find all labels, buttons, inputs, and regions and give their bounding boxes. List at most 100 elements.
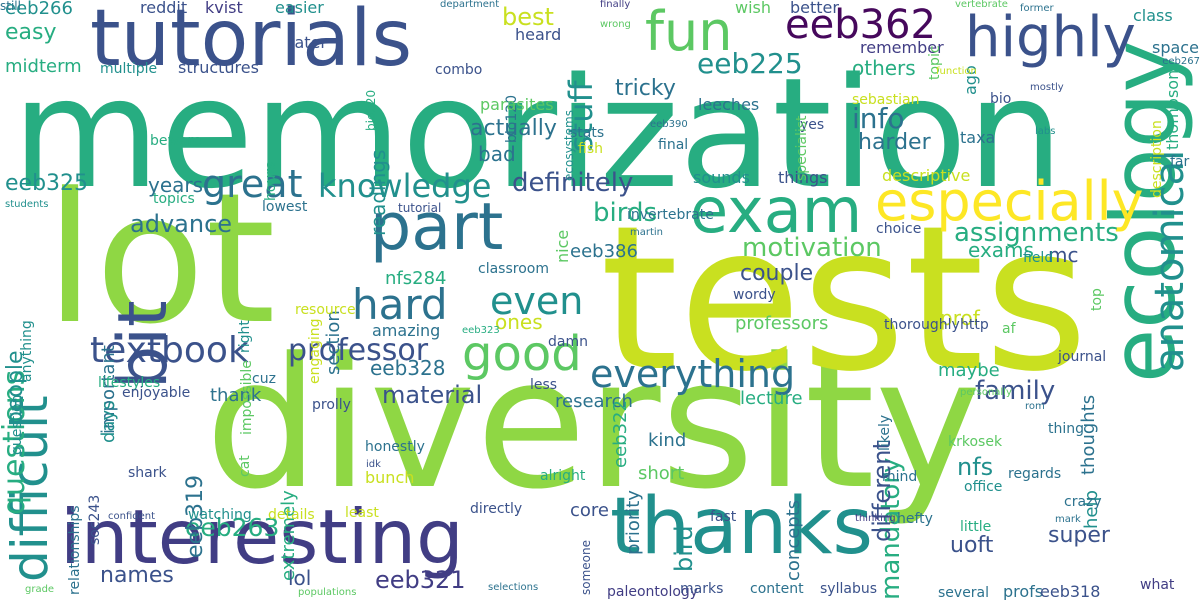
cloud-word: interesting [60, 493, 464, 581]
cloud-word: populations [298, 587, 357, 598]
cloud-word: textbook [90, 330, 249, 371]
cloud-word: highly [965, 5, 1136, 70]
cloud-word: taxa [960, 128, 996, 147]
cloud-word: prof [940, 306, 980, 330]
cloud-word: advance [130, 210, 233, 238]
cloud-word: best [502, 3, 554, 31]
cloud-word: nfs [957, 453, 994, 481]
cloud-word: selections [488, 582, 539, 593]
cloud-word: field [1023, 250, 1054, 266]
cloud-word: eeb225 [697, 47, 803, 80]
cloud-word: sounds [693, 168, 750, 187]
cloud-word: structures [178, 58, 259, 77]
cloud-word: mc [1048, 243, 1079, 267]
cloud-word: thank [210, 385, 262, 406]
cloud-word: thanks [610, 482, 874, 572]
cloud-word: hard [352, 280, 448, 329]
cloud-word: description [1149, 120, 1165, 198]
cloud-word: leeches [698, 95, 760, 114]
cloud-word: question [9, 394, 25, 455]
cloud-word: engaging [307, 318, 323, 385]
cloud-word: marks [680, 581, 724, 597]
cloud-word: details [268, 507, 315, 523]
cloud-word: info [852, 102, 905, 135]
cloud-word: good [462, 326, 582, 382]
cloud-word: relationships [67, 505, 83, 595]
cloud-word: grade [25, 584, 55, 595]
cloud-word: choice [876, 221, 922, 237]
cloud-word: eeb328 [370, 356, 446, 380]
cloud-word: class [1133, 6, 1173, 25]
cloud-word: lol [288, 566, 312, 590]
cloud-word: professor [288, 333, 429, 368]
cloud-word: bio [990, 91, 1012, 107]
cloud-word: beware [150, 133, 202, 149]
cloud-word: wish [735, 0, 772, 17]
cloud-word: soc243 [87, 494, 103, 545]
cloud-word: likely [877, 414, 893, 451]
cloud-word: eeb323 [462, 325, 500, 336]
cloud-word: research [555, 391, 633, 412]
cloud-word: exams [968, 238, 1034, 262]
cloud-word: content [750, 581, 804, 597]
cloud-word: fish [578, 141, 603, 157]
cloud-word: still [0, 0, 21, 13]
cloud-word: labs [1035, 126, 1056, 137]
cloud-word: thing [1048, 421, 1085, 437]
cloud-word: hours [263, 161, 279, 201]
cloud-word: anything [19, 320, 35, 382]
cloud-word: several [938, 585, 990, 600]
cloud-word: names [100, 563, 174, 588]
cloud-word: mind [882, 469, 918, 485]
cloud-word: paleontology [607, 584, 699, 600]
cloud-word: diversity [205, 320, 982, 529]
cloud-word: lowest [262, 199, 308, 215]
cloud-word: topics [153, 191, 195, 207]
cloud-word: bird [670, 525, 698, 572]
cloud-word: family [975, 376, 1056, 406]
cloud-word: different [868, 440, 896, 542]
cloud-word: syllabus [820, 581, 877, 597]
cloud-word: hefty [897, 511, 933, 527]
cloud-word: readings [366, 149, 390, 236]
cloud-word: tricky [615, 76, 676, 101]
cloud-word: short [638, 463, 685, 484]
cloud-word: department [440, 0, 500, 10]
cloud-word: eeb263 [185, 513, 280, 542]
cloud-word: maybe [938, 360, 1000, 381]
cloud-word: right [237, 320, 253, 353]
cloud-word: uoft [950, 533, 994, 558]
cloud-word: wrong [600, 19, 631, 30]
cloud-word: bad [478, 142, 516, 166]
cloud-word: reddit [140, 0, 188, 17]
cloud-word: function [936, 66, 977, 77]
cloud-word: remember [860, 38, 944, 57]
cloud-word: birds [593, 198, 658, 228]
cloud-word: eeb267 [1162, 56, 1200, 67]
cloud-word: material [382, 381, 483, 409]
cloud-word: damn [548, 334, 588, 350]
cloud-word: years [148, 173, 204, 197]
cloud-word: final [658, 137, 689, 153]
cloud-word: eeb325 [5, 171, 89, 196]
cloud-word: knowledge [318, 167, 492, 205]
cloud-word: honestly [365, 439, 425, 455]
cloud-word: martin [630, 227, 664, 238]
cloud-word: eeb362 [785, 2, 936, 48]
cloud-word: someone [579, 540, 593, 595]
cloud-word: shark [128, 465, 167, 481]
cloud-word: finally [600, 0, 631, 10]
cloud-word: harder [858, 130, 931, 155]
cloud-word: krkosek [948, 434, 1003, 450]
cloud-word: least [345, 505, 379, 521]
cloud-word: couple [740, 261, 814, 286]
cloud-word: eeb318 [1040, 582, 1101, 600]
cloud-word: exam [690, 174, 863, 247]
cloud-word: profs [1003, 582, 1044, 600]
cloud-word: mark [1055, 514, 1081, 525]
cloud-word: tests [600, 183, 1089, 416]
cloud-word: rom [1025, 401, 1045, 412]
cloud-word: thinking [855, 513, 896, 524]
cloud-word: everything [590, 352, 796, 396]
cloud-word: professors [735, 313, 829, 334]
